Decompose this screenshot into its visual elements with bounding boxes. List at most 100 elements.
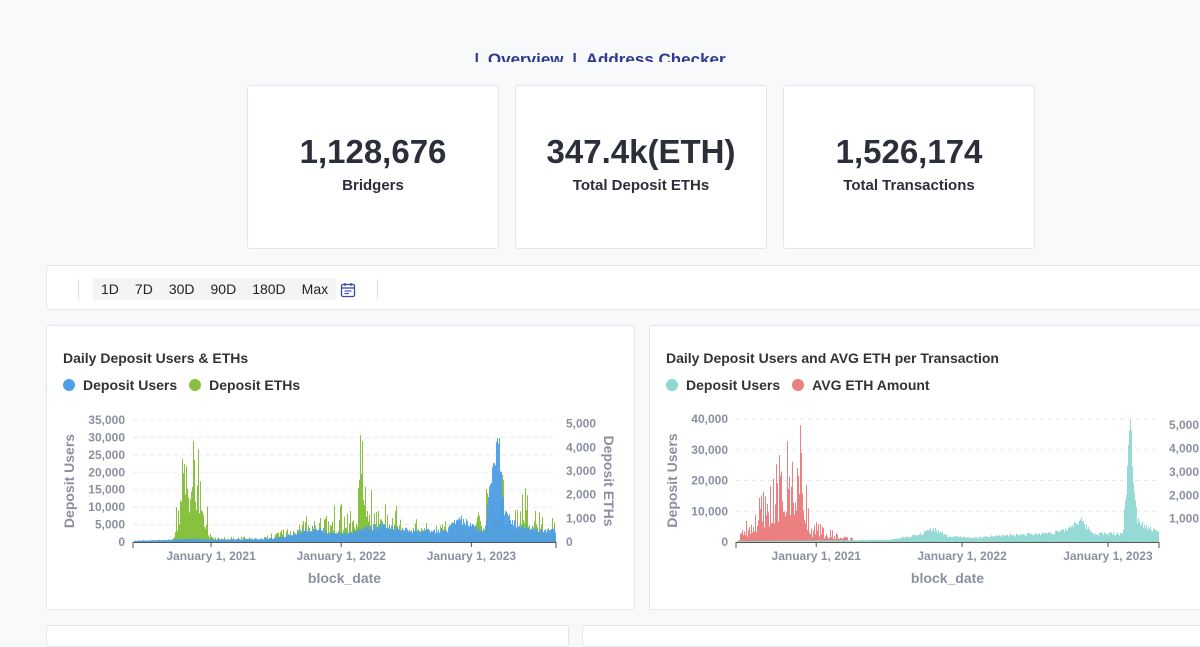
chart-panel-users-eths: Daily Deposit Users & ETHs Deposit Users… <box>46 325 635 610</box>
bar-primary <box>406 527 407 542</box>
bar-secondary <box>772 522 773 542</box>
bar-primary <box>783 541 784 542</box>
bar-primary <box>245 539 246 542</box>
bar-primary <box>162 540 163 542</box>
x-tick-label: January 1, 2023 <box>427 549 517 563</box>
bar-secondary <box>203 515 204 542</box>
bar-primary <box>355 529 356 542</box>
bar-primary <box>382 521 383 542</box>
bar-primary <box>980 536 981 542</box>
bar-primary <box>979 536 980 542</box>
bar-secondary <box>347 513 348 542</box>
nav-address-checker-link[interactable]: Address Checker <box>585 50 726 62</box>
bar-primary <box>349 530 350 542</box>
bar-primary <box>761 540 762 542</box>
bar-primary <box>896 538 897 542</box>
bar-secondary <box>192 487 193 542</box>
bar-primary <box>1078 523 1079 542</box>
bar-secondary <box>477 517 478 542</box>
bar-secondary <box>350 511 351 542</box>
bar-primary <box>135 540 136 542</box>
bar-primary <box>535 528 536 542</box>
bar-primary <box>264 539 265 542</box>
nav-separator: | <box>572 50 578 62</box>
bar-primary <box>139 540 140 542</box>
bar-primary <box>982 536 983 542</box>
bar-primary <box>388 528 389 542</box>
bar-primary <box>273 539 274 542</box>
bar-primary <box>941 532 942 542</box>
bar-primary <box>489 491 490 542</box>
bar-secondary <box>795 502 796 542</box>
bar-primary <box>346 534 347 542</box>
bar-secondary <box>844 536 845 542</box>
y-axis-title: Deposit Users <box>664 433 680 527</box>
bar-primary <box>1121 533 1122 542</box>
legend-item-deposit-users[interactable]: Deposit Users <box>63 377 177 393</box>
bar-primary <box>1124 508 1125 542</box>
bar-primary <box>341 532 342 542</box>
legend-label: AVG ETH Amount <box>812 377 930 393</box>
bar-primary <box>237 538 238 542</box>
bar-primary <box>345 531 346 542</box>
bar-primary <box>488 496 489 542</box>
bar-primary <box>455 523 456 542</box>
bar-secondary <box>742 530 743 542</box>
bar-primary <box>168 539 169 542</box>
legend-item-deposit-eths[interactable]: Deposit ETHs <box>189 377 300 393</box>
bar-primary <box>175 539 176 542</box>
range-max-button[interactable]: Max <box>301 281 329 297</box>
nav-overview-link[interactable]: Overview <box>487 50 564 62</box>
range-30d-button[interactable]: 30D <box>168 281 195 297</box>
bar-primary <box>882 539 883 542</box>
bar-primary <box>409 531 410 542</box>
bar-primary <box>456 520 457 542</box>
bar-primary <box>961 538 962 542</box>
bar-primary <box>549 530 550 542</box>
bar-primary <box>328 533 329 542</box>
bar-primary <box>243 539 244 542</box>
bar-primary <box>214 539 215 542</box>
bar-primary <box>239 539 240 542</box>
bar-secondary <box>828 538 829 542</box>
bar-primary <box>898 537 899 542</box>
bar-primary <box>1086 524 1087 542</box>
bar-primary <box>1035 532 1036 542</box>
legend-item-avg-eth[interactable]: AVG ETH Amount <box>792 377 930 393</box>
bar-primary <box>257 539 258 542</box>
bar-primary <box>884 540 885 542</box>
range-7d-button[interactable]: 7D <box>134 281 153 297</box>
stat-card-total-transactions: 1,526,174 Total Transactions <box>783 85 1035 249</box>
bar-primary <box>515 519 516 542</box>
bar-primary <box>378 528 379 542</box>
y-tick-label: 35,000 <box>88 413 125 427</box>
bar-primary <box>762 541 763 542</box>
bar-primary <box>969 538 970 542</box>
range-90d-button[interactable]: 90D <box>210 281 237 297</box>
bar-primary <box>225 539 226 542</box>
range-1d-button[interactable]: 1D <box>101 281 119 297</box>
legend-item-deposit-users[interactable]: Deposit Users <box>666 377 780 393</box>
bar-primary <box>305 528 306 542</box>
range-180d-button[interactable]: 180D <box>252 281 286 297</box>
bar-secondary <box>843 537 844 542</box>
bar-primary <box>193 538 194 542</box>
bar-secondary <box>177 530 178 542</box>
bar-primary <box>877 539 878 542</box>
bar-primary <box>303 532 304 542</box>
bar-primary <box>947 537 948 542</box>
bar-primary <box>372 530 373 542</box>
legend-label: Deposit Users <box>686 377 781 393</box>
calendar-icon[interactable] <box>340 282 356 298</box>
bar-primary <box>1102 532 1103 542</box>
stat-card-total-deposit: 347.4k(ETH) Total Deposit ETHs <box>515 85 767 249</box>
bar-primary <box>1150 526 1151 542</box>
bar-secondary <box>825 536 826 542</box>
bar-primary <box>1011 535 1012 542</box>
bar-secondary <box>826 534 827 542</box>
bar-primary <box>1098 535 1099 542</box>
bar-primary <box>829 540 830 542</box>
bar-secondary <box>186 466 187 542</box>
bar-primary <box>793 540 794 542</box>
bar-secondary <box>287 529 288 542</box>
